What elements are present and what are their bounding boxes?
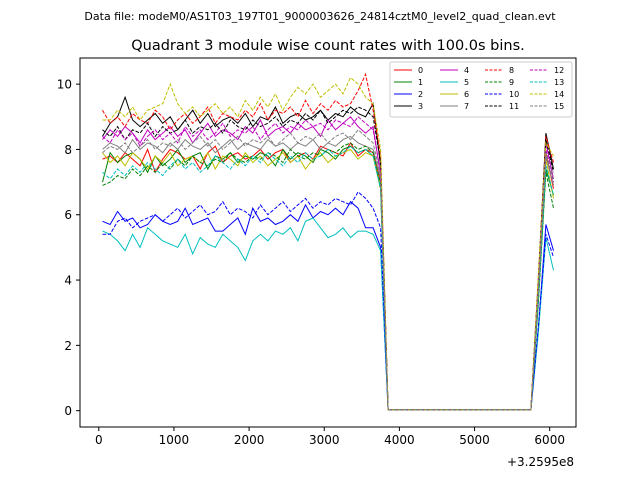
y-tick-label: 0 <box>64 404 72 418</box>
legend-label-7: 7 <box>464 102 469 111</box>
x-tick-label: 2000 <box>234 433 265 447</box>
legend-label-6: 6 <box>464 90 469 99</box>
x-tick-label: 1000 <box>159 433 190 447</box>
chart-title: Quadrant 3 module wise count rates with … <box>131 38 525 54</box>
legend-label-1: 1 <box>418 78 423 87</box>
x-tick-label: 6000 <box>534 433 565 447</box>
x-tick-label: 3000 <box>309 433 340 447</box>
data-file-label: Data file: modeM0/AS1T03_197T01_90000036… <box>84 10 556 23</box>
legend-label-4: 4 <box>464 66 469 75</box>
y-tick-label: 8 <box>64 143 72 157</box>
y-tick-label: 6 <box>64 208 72 222</box>
legend-box <box>389 61 573 118</box>
legend-label-13: 13 <box>554 78 564 87</box>
axes-frame <box>79 57 577 428</box>
x-offset-label: +3.2595e8 <box>507 455 574 469</box>
legend-label-11: 11 <box>509 102 519 111</box>
legend-label-9: 9 <box>509 78 514 87</box>
y-tick-label: 4 <box>64 274 72 288</box>
series-line-8 <box>102 72 554 411</box>
y-tick-label: 2 <box>64 339 72 353</box>
legend-label-8: 8 <box>509 66 514 75</box>
legend-label-2: 2 <box>418 90 423 99</box>
legend-label-12: 12 <box>554 66 564 75</box>
legend-label-0: 0 <box>418 66 423 75</box>
x-tick-label: 0 <box>95 433 103 447</box>
legend-label-3: 3 <box>418 102 423 111</box>
plot-area <box>102 72 554 411</box>
y-tick-label: 10 <box>57 78 72 92</box>
legend-label-15: 15 <box>554 102 564 111</box>
series-line-12 <box>102 116 554 411</box>
legend-label-10: 10 <box>509 90 519 99</box>
x-tick-label: 4000 <box>384 433 415 447</box>
x-tick-label: 5000 <box>459 433 490 447</box>
legend-label-5: 5 <box>464 78 469 87</box>
legend-label-14: 14 <box>554 90 564 99</box>
series-line-15 <box>102 129 554 411</box>
